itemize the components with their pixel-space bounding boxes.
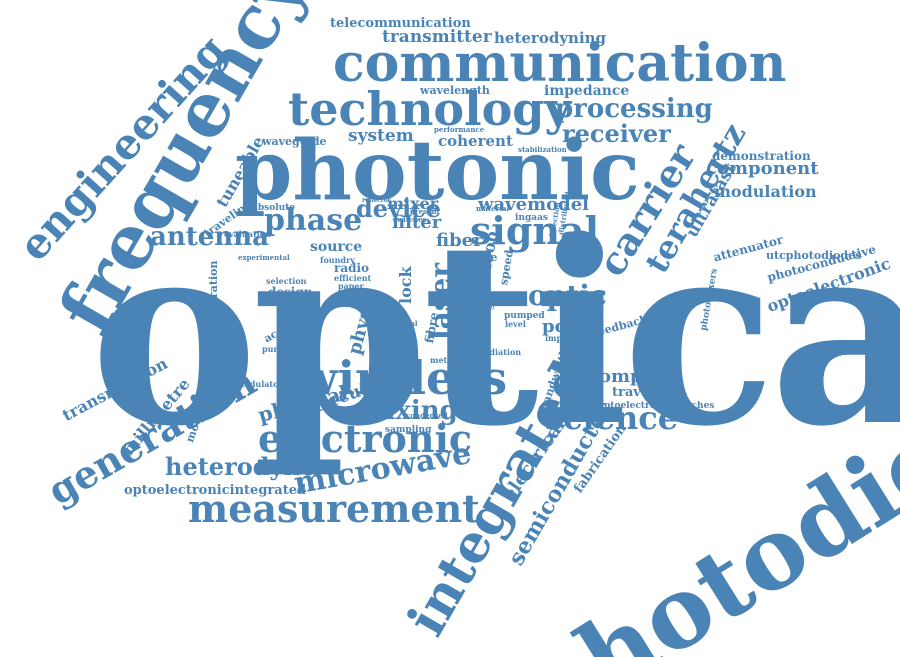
word-receiver: receiver bbox=[562, 119, 671, 148]
word-selection: selection bbox=[266, 276, 307, 286]
word-impedance: impedance bbox=[544, 83, 630, 99]
word-integration: integration bbox=[207, 260, 220, 330]
word-heterodyning: heterodyning bbox=[494, 29, 607, 47]
word-wavemodel: wavemodel bbox=[478, 194, 589, 215]
word-line: line bbox=[474, 251, 498, 264]
word-design: design bbox=[268, 285, 313, 299]
word-telecommunication: telecommunication bbox=[330, 16, 471, 31]
word-component: component bbox=[706, 158, 819, 179]
word-optoelectronicintegrated: optoelectronicintegrated bbox=[124, 483, 307, 498]
word-material: material bbox=[476, 204, 510, 213]
word-pumping: pumping bbox=[262, 344, 302, 354]
word-switches: switches bbox=[393, 215, 427, 224]
word-mixing: mixing bbox=[358, 396, 458, 426]
word-source: source bbox=[310, 239, 363, 255]
word-wavelength: wavelength bbox=[420, 84, 490, 97]
word-device: device bbox=[356, 194, 441, 223]
word-radio: radio bbox=[334, 261, 370, 275]
word-processing: processing bbox=[555, 94, 713, 124]
word-science: science bbox=[545, 399, 679, 437]
word-photonic: photonic bbox=[235, 123, 640, 219]
word-power: power bbox=[542, 316, 604, 337]
word-utcphotodiodes: utcphotodiodes bbox=[766, 249, 862, 262]
word-radiation: radiation bbox=[480, 347, 522, 357]
word-phase: phase bbox=[264, 203, 363, 238]
word-technology: technology bbox=[288, 82, 572, 136]
word-ingaas: ingaas bbox=[515, 213, 548, 223]
word-implanted: implanted bbox=[545, 333, 591, 343]
word-efficient: efficient bbox=[334, 273, 372, 283]
word-modulator: modulator bbox=[236, 379, 283, 389]
word-electronic: electronic bbox=[258, 416, 473, 461]
word-compact: compact bbox=[588, 366, 674, 387]
word-present: present bbox=[410, 207, 440, 216]
word-optical: optical bbox=[90, 186, 900, 482]
word-performance: performance bbox=[434, 125, 485, 134]
word-waveguide: waveguide bbox=[262, 135, 327, 148]
word-method: method bbox=[430, 355, 464, 365]
word-heterodyne: heterodyne bbox=[165, 452, 317, 481]
word-data: data bbox=[390, 327, 410, 337]
word-digital: digital bbox=[392, 319, 418, 328]
word-transmitter: transmitter bbox=[382, 27, 492, 47]
word-evaluation: evaluation bbox=[224, 229, 271, 239]
word-optic: optic bbox=[528, 279, 607, 312]
word-system: system bbox=[348, 126, 414, 146]
word-fiber: fiber bbox=[436, 230, 483, 251]
word-sampling: sampling bbox=[385, 425, 432, 435]
word-pumped: pumped bbox=[504, 311, 545, 321]
word-stabilization: stabilization bbox=[518, 145, 567, 154]
word-filter: filter bbox=[392, 212, 442, 233]
word-measurement: measurement bbox=[188, 486, 480, 531]
word-modulation: modulation bbox=[714, 182, 817, 201]
word-absolute: absolute bbox=[252, 203, 296, 213]
word-wireless: wireless bbox=[298, 351, 508, 405]
word-condensed: condensed bbox=[406, 411, 448, 420]
word-travelling: travelling bbox=[612, 385, 683, 400]
word-antenna: antenna bbox=[150, 222, 269, 252]
word-reflector: reflector bbox=[362, 197, 391, 204]
word-level: level bbox=[505, 319, 526, 329]
word-coherent: coherent bbox=[438, 132, 513, 150]
word-paper: paper bbox=[338, 281, 364, 291]
word-optoelectronicswitches: optoelectronicswitches bbox=[598, 401, 715, 411]
word-foundry: foundry bbox=[320, 255, 355, 265]
word-signal: signal bbox=[470, 208, 600, 253]
word-demonstration: demonstration bbox=[712, 149, 811, 163]
word-lock: lock bbox=[396, 266, 415, 304]
word-mixer: mixer bbox=[387, 194, 439, 213]
word-communication: communication bbox=[333, 33, 787, 94]
word-experimental: experimental bbox=[238, 253, 290, 262]
